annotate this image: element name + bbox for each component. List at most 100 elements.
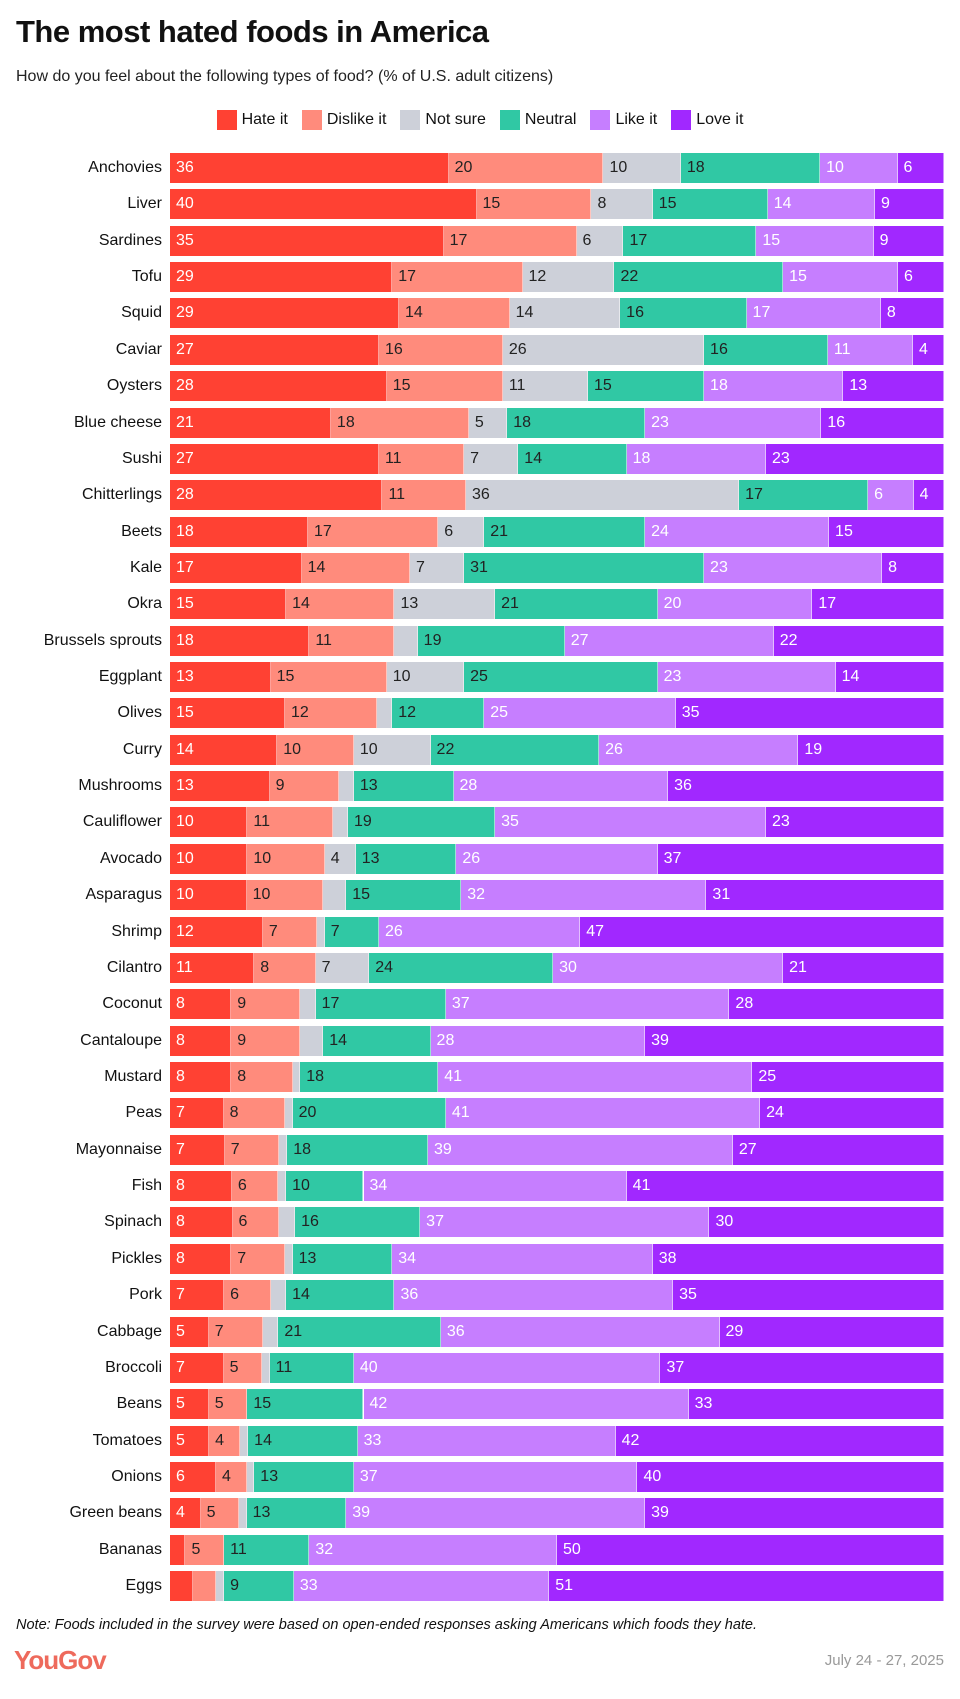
- data-label: 10: [176, 886, 194, 904]
- bar-segment-love-it: [798, 734, 944, 765]
- bar-segment-not-sure: [376, 698, 393, 729]
- bar-segment-neutral: [507, 407, 646, 438]
- data-label: 17: [176, 558, 194, 576]
- data-label: 21: [501, 595, 519, 613]
- bar-segment-neutral: [292, 1098, 446, 1129]
- bar-segment-neutral: [353, 771, 454, 802]
- data-label: 8: [176, 1031, 185, 1049]
- legend-label: Hate it: [241, 111, 288, 128]
- bar-segment-dislike-it: [231, 989, 301, 1020]
- bar-segment-like-it: [420, 1207, 710, 1238]
- category-label: Liver: [127, 195, 162, 213]
- bar-segment-neutral: [324, 916, 379, 947]
- data-label: 41: [444, 1068, 462, 1085]
- bar-segment-dislike-it: [223, 1352, 262, 1383]
- bar-segment-hate-it: [170, 1498, 201, 1529]
- data-label: 10: [826, 159, 844, 176]
- data-label: 18: [176, 522, 194, 540]
- data-label: 18: [513, 413, 531, 431]
- bar-segment-like-it: [378, 916, 581, 947]
- data-label: 34: [398, 1249, 417, 1267]
- legend-item: Dislike it: [301, 110, 386, 130]
- bar-segment-not-sure: [338, 771, 354, 802]
- bar-segment-dislike-it: [330, 407, 469, 438]
- data-label: 5: [176, 1431, 185, 1449]
- data-label: 15: [352, 886, 371, 904]
- data-label: 22: [779, 631, 798, 649]
- bar-segment-dislike-it: [382, 480, 466, 511]
- bar-segment-like-it: [353, 1461, 638, 1492]
- data-label: 7: [176, 1140, 185, 1158]
- data-label: 7: [415, 558, 425, 576]
- bar-segment-neutral: [286, 1280, 395, 1311]
- bar-segment-like-it: [394, 1280, 674, 1311]
- bar-segment-not-sure: [465, 480, 740, 511]
- data-label: 42: [369, 1395, 388, 1413]
- category-label: Fish: [131, 1177, 162, 1195]
- data-label: 5: [206, 1504, 216, 1522]
- bar-segment-love-it: [913, 334, 944, 365]
- bar-segment-dislike-it: [193, 1571, 217, 1602]
- bar-segment-neutral: [246, 1498, 347, 1529]
- bar-segment-neutral: [430, 734, 600, 765]
- data-label: 8: [176, 995, 185, 1013]
- data-label: 38: [658, 1249, 677, 1267]
- bar-segment-love-it: [615, 1425, 944, 1456]
- data-label: 50: [563, 1540, 581, 1558]
- data-label: 10: [359, 740, 378, 758]
- bar-segment-like-it: [767, 189, 876, 220]
- bar-segment-not-sure: [284, 1243, 293, 1274]
- bar-segment-hate-it: [170, 589, 287, 620]
- bar-segment-not-sure: [262, 1316, 279, 1347]
- data-label: 6: [874, 486, 884, 504]
- bar-segment-like-it: [456, 843, 658, 874]
- bar-segment-dislike-it: [286, 589, 395, 620]
- bar-segment-hate-it: [170, 1062, 232, 1092]
- data-label: 41: [632, 1177, 651, 1195]
- bar-segment-love-it: [760, 1098, 944, 1129]
- bar-segment-neutral: [392, 698, 485, 729]
- bar-segment-not-sure: [332, 807, 348, 838]
- bar-segment-like-it: [445, 989, 730, 1020]
- bar-segment-not-sure: [300, 1025, 324, 1056]
- bar-segment-dislike-it: [224, 1280, 271, 1311]
- bar-segment-love-it: [688, 1389, 944, 1420]
- bar-segment-not-sure: [300, 989, 316, 1020]
- data-label: 11: [253, 813, 270, 831]
- bar-segment-not-sure: [438, 516, 485, 547]
- bar-segment-hate-it: [170, 698, 285, 729]
- bar-segment-hate-it: [170, 952, 255, 983]
- category-label: Squid: [121, 304, 162, 322]
- bar-segment-like-it: [756, 225, 874, 256]
- bar-segment-not-sure: [292, 1062, 301, 1092]
- bar-segment-neutral: [254, 1461, 354, 1492]
- data-label: 18: [306, 1068, 325, 1085]
- category-label: Kale: [129, 558, 162, 576]
- data-label: 27: [176, 340, 194, 358]
- bar-segment-dislike-it: [208, 1389, 248, 1420]
- data-label: 16: [384, 340, 403, 358]
- legend-item: Like it: [590, 110, 657, 130]
- bar-segment-hate-it: [170, 480, 383, 511]
- bar-segment-love-it: [875, 189, 944, 220]
- bar-segment-like-it: [461, 880, 707, 911]
- bar-segment-not-sure: [509, 298, 621, 329]
- data-label: 10: [392, 668, 411, 686]
- data-label: 51: [555, 1577, 574, 1595]
- bar-segment-hate-it: [170, 662, 271, 693]
- category-label: Curry: [122, 740, 162, 758]
- data-label: 22: [436, 740, 455, 758]
- legend-item: Neutral: [499, 110, 576, 130]
- legend-label: Like it: [615, 111, 658, 128]
- data-label: 7: [330, 922, 340, 940]
- data-label: 17: [313, 522, 332, 540]
- data-label: 19: [423, 631, 442, 649]
- bar-segment-not-sure: [261, 1352, 270, 1383]
- category-label: Broccoli: [105, 1358, 162, 1376]
- category-label: Sushi: [121, 449, 162, 467]
- bar-segment-like-it: [484, 698, 676, 729]
- category-label: Bananas: [98, 1540, 162, 1558]
- bar-segment-dislike-it: [215, 1461, 247, 1492]
- bar-segment-not-sure: [238, 1498, 247, 1529]
- bar-segment-like-it: [440, 1316, 720, 1347]
